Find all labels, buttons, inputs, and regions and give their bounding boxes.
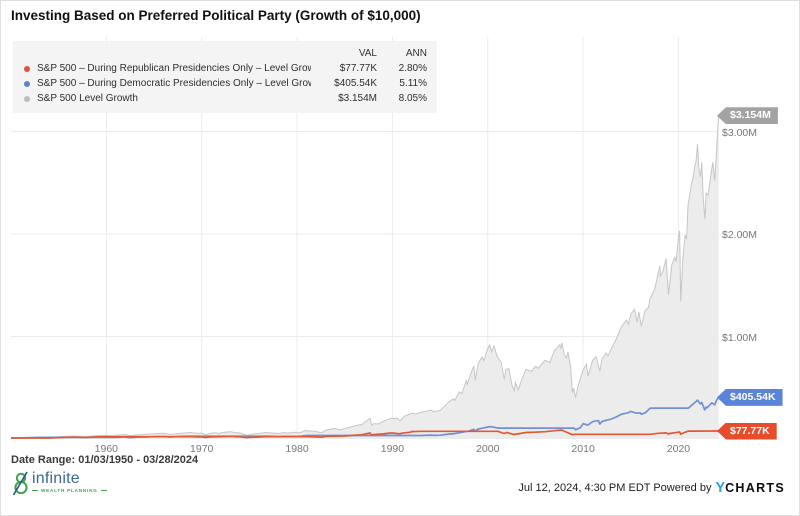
legend-value: $405.54K bbox=[334, 78, 377, 89]
series-dot-icon bbox=[24, 80, 30, 87]
series-value-badge: $405.54K bbox=[717, 388, 783, 406]
series-value-badge: $3.154M bbox=[717, 107, 778, 125]
series-value-badge: $77.77K bbox=[717, 422, 777, 440]
legend-row-sp500: S&P 500 Level Growth $3.154M 8.05% bbox=[21, 91, 427, 106]
legend-header-ann: ANN bbox=[405, 48, 427, 59]
footer-timestamp: Jul 12, 2024, 4:30 PM EDT Powered by YCH… bbox=[518, 480, 785, 496]
series-dot-icon bbox=[24, 65, 30, 72]
y-tick-label: $1.00M bbox=[722, 331, 758, 344]
ycharts-logo: YCHARTS bbox=[715, 480, 785, 496]
x-axis-labels: 1960 1970 1980 1990 2000 2010 2020 bbox=[11, 443, 719, 457]
chart-title: Investing Based on Preferred Political P… bbox=[11, 8, 421, 23]
legend-header-row: VAL ANN bbox=[21, 46, 427, 61]
series-end-badges: $3.154M $405.54K $77.77K bbox=[717, 37, 799, 440]
series-dot-icon bbox=[24, 95, 30, 102]
legend-label: S&P 500 – During Republican Presidencies… bbox=[37, 63, 311, 74]
legend-label: S&P 500 – During Democratic Presidencies… bbox=[37, 78, 311, 89]
legend-value: $3.154M bbox=[338, 93, 377, 104]
legend-row-republican: S&P 500 – During Republican Presidencies… bbox=[21, 61, 427, 76]
ycharts-y-icon: Y bbox=[715, 480, 726, 496]
x-tick-label: 1990 bbox=[380, 443, 405, 455]
x-tick-label: 2010 bbox=[571, 443, 595, 455]
timestamp-text: Jul 12, 2024, 4:30 PM EDT Powered by bbox=[518, 482, 712, 494]
x-tick-label: 1970 bbox=[190, 443, 214, 455]
infinite-leaf-icon bbox=[12, 471, 28, 496]
x-tick-label: 2000 bbox=[476, 443, 500, 455]
legend-value: $77.77K bbox=[339, 63, 377, 74]
logo-name: infinite bbox=[32, 470, 80, 487]
y-axis-labels: $1.00M $2.00M $3.00M bbox=[722, 37, 797, 439]
x-tick-label: 1960 bbox=[94, 443, 119, 455]
legend-ann: 5.11% bbox=[399, 78, 427, 89]
legend-ann: 8.05% bbox=[398, 93, 427, 104]
legend: VAL ANN S&P 500 – During Republican Pres… bbox=[13, 41, 437, 113]
logo-tagline: WEALTH PLANNING bbox=[32, 488, 107, 493]
date-range-label: Date Range: 01/03/1950 - 03/28/2024 bbox=[11, 454, 199, 466]
x-tick-label: 1980 bbox=[285, 443, 309, 455]
legend-ann: 2.80% bbox=[398, 63, 427, 74]
legend-row-democratic: S&P 500 – During Democratic Presidencies… bbox=[21, 76, 427, 91]
infinite-wealth-planning-logo: infinite WEALTH PLANNING bbox=[11, 470, 107, 497]
plot-svg bbox=[11, 37, 719, 439]
y-tick-label: $3.00M bbox=[722, 126, 758, 139]
legend-label: S&P 500 Level Growth bbox=[37, 93, 138, 104]
x-tick-label: 2020 bbox=[666, 443, 691, 455]
legend-header-val: VAL bbox=[358, 48, 377, 59]
y-tick-label: $2.00M bbox=[722, 229, 758, 241]
